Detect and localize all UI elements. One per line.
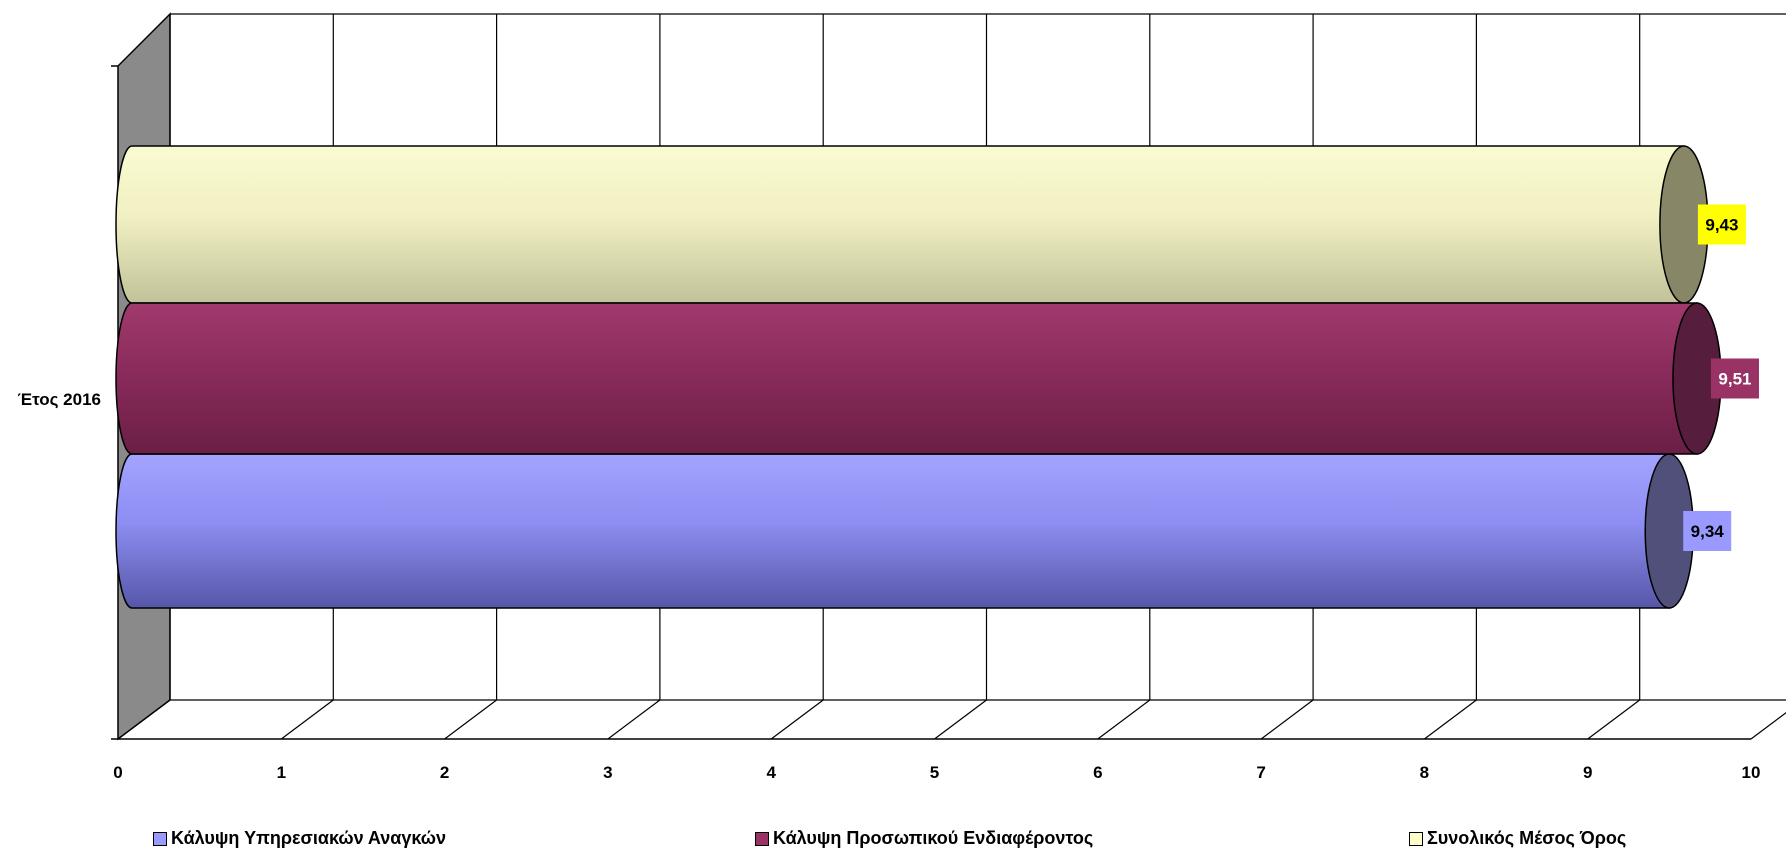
x-tick-label: 2 — [440, 763, 449, 782]
legend-label-personal-interest: Κάλυψη Προσωπικού Ενδιαφέροντος — [773, 828, 1094, 848]
floor-gridline — [444, 699, 497, 740]
data-label-box — [1710, 358, 1759, 399]
x-tick-label: 7 — [1256, 763, 1265, 782]
floor-gridline — [607, 699, 661, 740]
floor-gridline — [1587, 699, 1641, 740]
data-label-box — [1683, 511, 1732, 551]
legend-swatch-service-needs — [153, 831, 167, 846]
x-tick-label: 3 — [603, 763, 612, 782]
bar — [115, 453, 1686, 609]
legend-item-service-needs: Κάλυψη Υπηρεσιακών Αναγκών — [153, 828, 446, 849]
legend: Κάλυψη Υπηρεσιακών Αναγκών Κάλυψη Προσωπ… — [0, 828, 1786, 848]
legend-item-overall-average: Συνολικός Μέσος Όρος — [1409, 828, 1626, 849]
bar — [115, 302, 1714, 455]
x-tick-label: 9 — [1583, 763, 1592, 782]
x-tick-label: 8 — [1420, 763, 1429, 782]
data-label-box — [1697, 204, 1746, 245]
x-tick-label: 4 — [766, 763, 776, 782]
legend-swatch-overall-average — [1409, 831, 1423, 846]
bar — [115, 145, 1701, 304]
floor-gridline — [1750, 712, 1786, 740]
floor-gridline — [1260, 699, 1314, 740]
data-label: 9,34 — [1691, 522, 1725, 541]
floor-gridline — [770, 699, 824, 740]
x-tick-label: 6 — [1093, 763, 1102, 782]
legend-item-personal-interest: Κάλυψη Προσωπικού Ενδιαφέροντος — [755, 828, 1093, 849]
x-tick-label: 10 — [1742, 763, 1761, 782]
legend-swatch-personal-interest — [755, 831, 769, 846]
x-tick-label: 5 — [930, 763, 939, 782]
floor-gridline — [1424, 699, 1477, 740]
floor-gridline — [117, 699, 171, 740]
x-tick-label: 1 — [277, 763, 286, 782]
floor-gridline — [280, 699, 334, 740]
legend-label-service-needs: Κάλυψη Υπηρεσιακών Αναγκών — [171, 828, 447, 848]
category-label: Έτος 2016 — [18, 390, 101, 409]
floor-gridline — [1097, 699, 1151, 740]
floor-gridline — [934, 699, 987, 740]
legend-label-overall-average: Συνολικός Μέσος Όρος — [1427, 828, 1627, 848]
data-label: 9,43 — [1705, 216, 1738, 235]
data-label: 9,51 — [1718, 370, 1751, 389]
x-tick-label: 0 — [113, 763, 122, 782]
